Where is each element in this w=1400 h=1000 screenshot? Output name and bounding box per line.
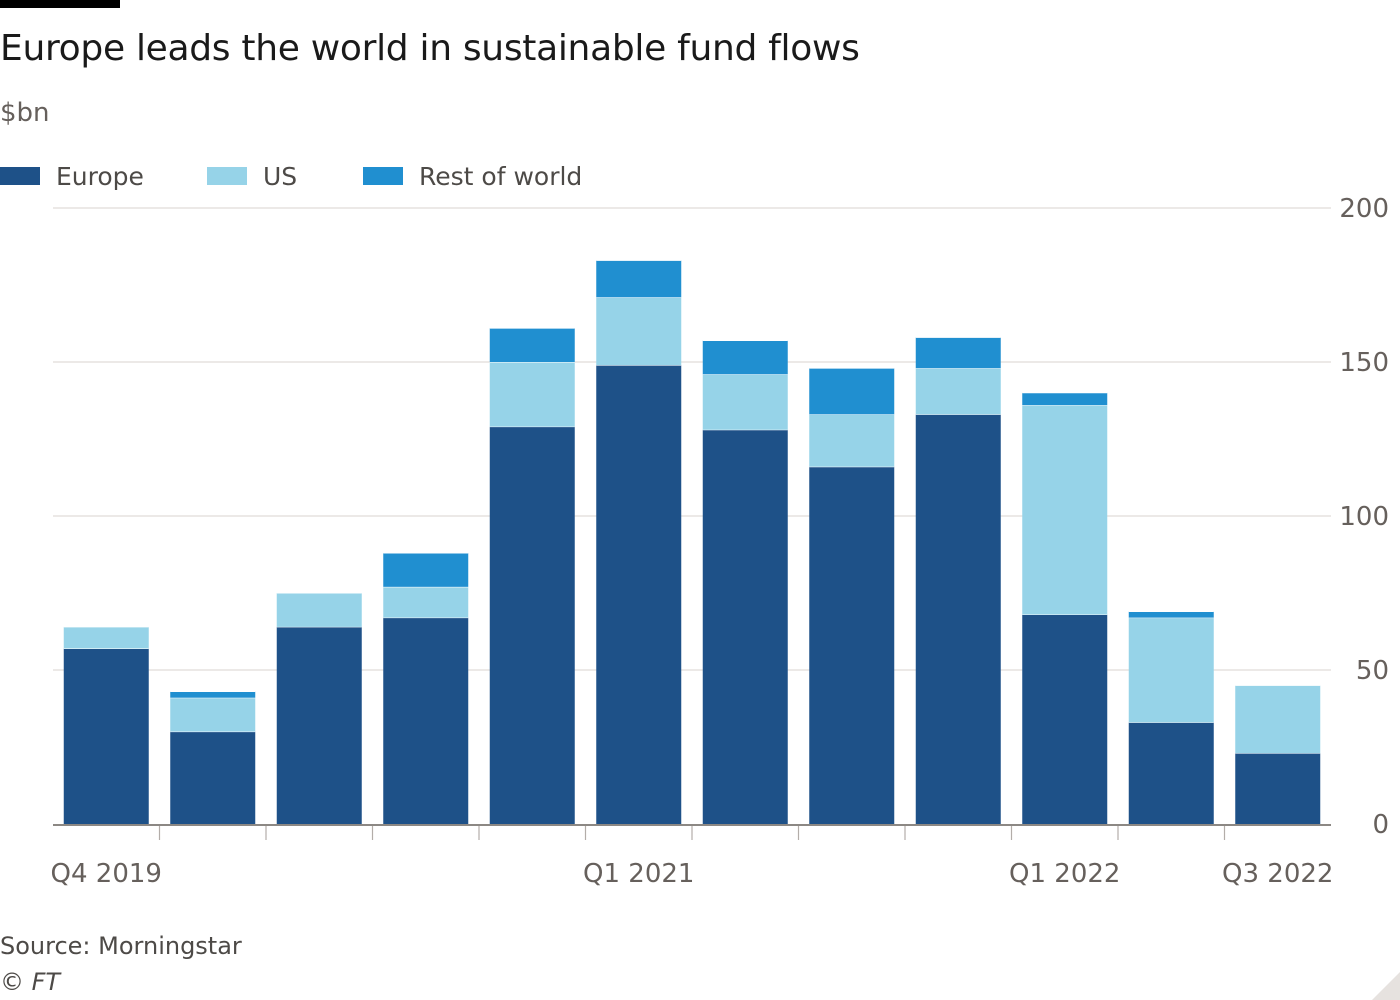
bar-us-9	[1022, 405, 1108, 615]
bar-us-11	[1235, 685, 1321, 754]
corner-fold-icon	[1372, 972, 1400, 1000]
y-tick-label-150: 150	[1339, 348, 1389, 378]
chart-title: Europe leads the world in sustainable fu…	[0, 28, 860, 69]
bar-us-6	[702, 374, 788, 430]
bar-us-4	[489, 362, 575, 427]
x-tick-label-0: Q4 2019	[51, 859, 162, 889]
x-tick-label-5: Q1 2021	[583, 859, 694, 889]
chart-subtitle: $bn	[0, 98, 50, 128]
top-accent-bar	[0, 0, 120, 8]
bar-rest-of-world-8	[915, 337, 1001, 369]
legend-label-us: US	[263, 162, 298, 191]
bar-europe-4	[489, 426, 575, 824]
bar-europe-5	[596, 365, 682, 824]
y-tick-label-100: 100	[1339, 502, 1389, 532]
bar-rest-of-world-1	[170, 691, 256, 698]
y-tick-label-50: 50	[1356, 656, 1389, 686]
bar-europe-7	[809, 466, 895, 824]
source-note: Source: Morningstar	[0, 932, 242, 960]
bar-europe-9	[1022, 614, 1108, 824]
bar-rest-of-world-4	[489, 328, 575, 362]
bar-europe-10	[1128, 722, 1214, 824]
bar-europe-11	[1235, 753, 1321, 824]
y-tick-label-200: 200	[1339, 194, 1389, 224]
bar-us-7	[809, 414, 895, 467]
bar-us-8	[915, 368, 1001, 415]
legend-label-europe: Europe	[56, 162, 144, 191]
bar-us-3	[383, 586, 469, 618]
bar-rest-of-world-7	[809, 368, 895, 415]
bar-us-5	[596, 297, 682, 366]
bar-rest-of-world-3	[383, 552, 469, 587]
bar-us-0	[63, 626, 149, 649]
bar-europe-2	[276, 626, 362, 824]
bar-rest-of-world-6	[702, 340, 788, 375]
bar-europe-3	[383, 617, 469, 824]
bar-europe-6	[702, 429, 788, 824]
legend-swatch-europe	[0, 167, 40, 185]
legend-swatch-rest-of-world	[363, 167, 403, 185]
copyright-note: © FT	[0, 968, 61, 996]
stacked-bar-chart: 0 50 100 150 200 Q4 2019 Q1 2021 Q1 2022 Q3 2022	[51, 194, 1389, 889]
bar-rest-of-world-5	[596, 260, 682, 298]
x-tick-label-9: Q1 2022	[1009, 859, 1120, 889]
legend-label-rest-of-world: Rest of world	[419, 162, 583, 191]
bar-us-10	[1128, 617, 1214, 723]
legend-swatch-us	[207, 167, 247, 185]
bar-us-2	[276, 593, 362, 627]
bar-rest-of-world-10	[1128, 611, 1214, 618]
bar-europe-1	[170, 731, 256, 824]
bar-rest-of-world-9	[1022, 392, 1108, 406]
bar-us-1	[170, 697, 256, 732]
x-tick-label-11: Q3 2022	[1222, 859, 1333, 889]
y-tick-label-0: 0	[1372, 810, 1389, 840]
bar-europe-0	[63, 648, 149, 824]
bar-europe-8	[915, 414, 1001, 824]
